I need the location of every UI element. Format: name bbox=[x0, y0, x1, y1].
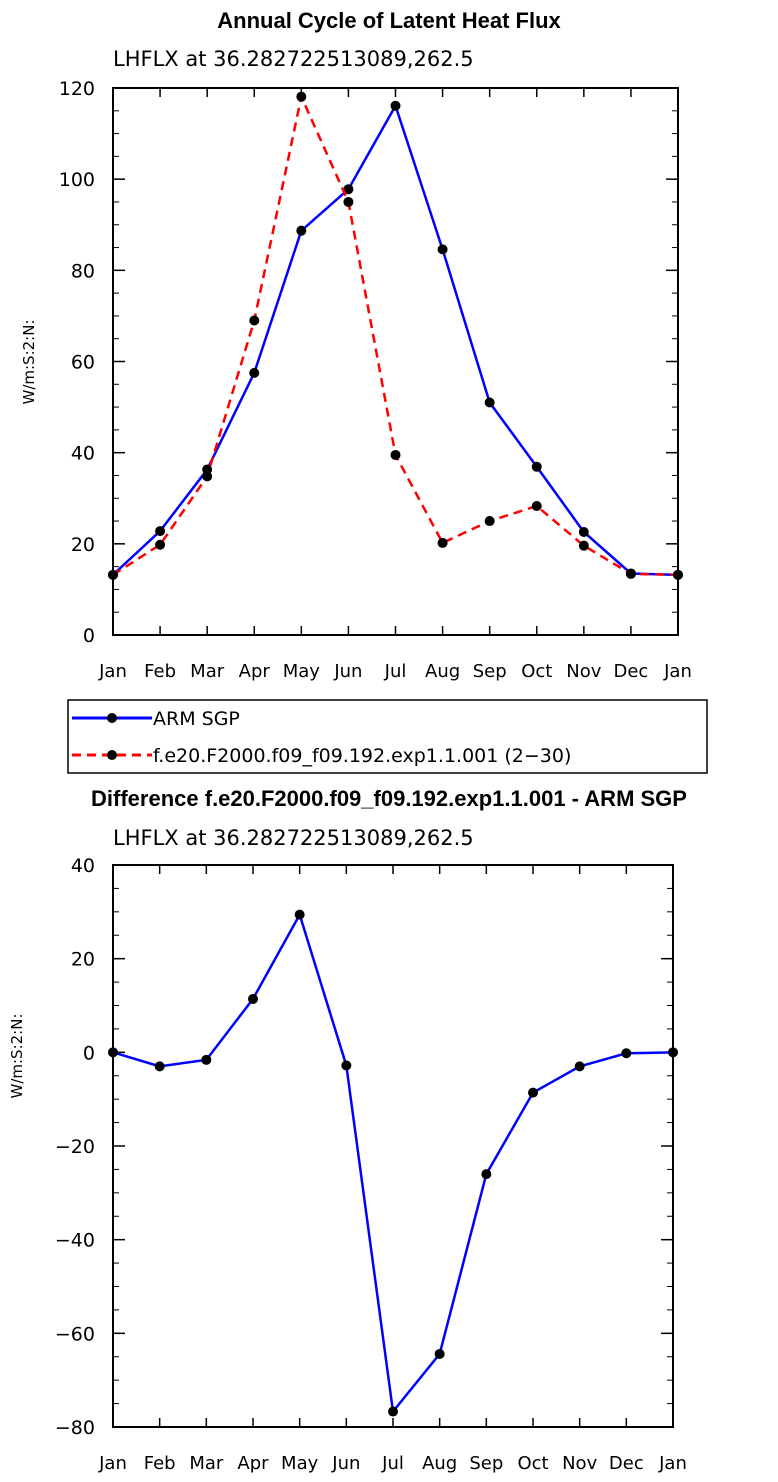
data-point bbox=[668, 1047, 678, 1058]
data-point bbox=[296, 225, 307, 236]
x-tick-label: Oct bbox=[521, 661, 552, 682]
data-point bbox=[249, 367, 260, 378]
y-tick-label: 20 bbox=[71, 949, 95, 971]
data-point bbox=[202, 471, 213, 482]
data-point bbox=[578, 526, 589, 537]
data-point bbox=[343, 184, 354, 195]
data-point bbox=[155, 539, 166, 550]
chart1-series bbox=[108, 91, 683, 580]
legend-label-arm: ARM SGP bbox=[153, 708, 240, 730]
y-tick-label: 40 bbox=[71, 855, 95, 877]
y-tick-label: 100 bbox=[59, 169, 95, 191]
x-tick-label: Feb bbox=[144, 1453, 176, 1474]
data-point bbox=[108, 1047, 118, 1058]
x-tick-label: Sep bbox=[469, 1453, 503, 1474]
data-point bbox=[434, 1348, 445, 1359]
series-line-0-0 bbox=[112, 102, 679, 577]
x-tick-label: Feb bbox=[144, 661, 176, 682]
chart1-ylabel: W/m:S:2:N: bbox=[20, 320, 38, 405]
x-tick-label: Aug bbox=[422, 1453, 457, 1474]
x-tick-label: May bbox=[283, 661, 321, 682]
data-point bbox=[294, 909, 305, 920]
y-tick-label: 40 bbox=[71, 443, 95, 465]
data-point bbox=[201, 1054, 212, 1065]
chart2-series bbox=[108, 909, 678, 1417]
x-tick-label: Jun bbox=[333, 661, 362, 682]
chart2-ylabel: W/m:S:2:N: bbox=[8, 1014, 26, 1099]
x-tick-label: Mar bbox=[190, 661, 225, 682]
chart2-subtitle: LHFLX at 36.282722513089,262.5 bbox=[113, 826, 474, 850]
data-point bbox=[437, 537, 448, 548]
legend-marker-arm bbox=[107, 713, 117, 723]
data-point bbox=[390, 449, 401, 460]
chart1-title: Annual Cycle of Latent Heat Flux bbox=[217, 8, 561, 33]
legend-label-model: f.e20.F2000.f09_f09.192.exp1.1.001 (2−30… bbox=[153, 745, 571, 767]
x-tick-label: Apr bbox=[237, 1453, 269, 1474]
y-tick-label: 60 bbox=[71, 352, 95, 374]
x-tick-label: Jul bbox=[381, 1453, 404, 1474]
data-point bbox=[484, 397, 495, 408]
x-tick-label: Sep bbox=[473, 661, 507, 682]
y-tick-label: 120 bbox=[59, 78, 95, 100]
legend-box bbox=[67, 699, 708, 774]
data-point bbox=[673, 569, 683, 580]
chart1-plot-frame bbox=[112, 87, 679, 636]
chart2-plot-frame bbox=[112, 864, 674, 1428]
x-tick-label: Apr bbox=[239, 661, 271, 682]
data-point bbox=[341, 1060, 352, 1071]
data-point bbox=[249, 315, 260, 326]
data-point bbox=[437, 244, 448, 255]
data-point bbox=[484, 516, 495, 527]
legend-marker-model bbox=[107, 750, 117, 760]
y-tick-label: −20 bbox=[55, 1136, 95, 1158]
data-point bbox=[531, 461, 542, 472]
data-point bbox=[248, 993, 258, 1004]
data-point bbox=[625, 568, 636, 579]
x-tick-label: Aug bbox=[425, 661, 460, 682]
y-tick-label: 80 bbox=[71, 260, 95, 282]
x-tick-label: Dec bbox=[613, 661, 648, 682]
data-point bbox=[296, 91, 307, 102]
y-tick-label: −80 bbox=[55, 1417, 95, 1439]
data-point bbox=[155, 526, 166, 537]
x-tick-label: Nov bbox=[566, 661, 601, 682]
x-tick-label: Jun bbox=[331, 1453, 360, 1474]
y-tick-label: 0 bbox=[83, 1042, 95, 1064]
x-tick-label: Oct bbox=[517, 1453, 548, 1474]
x-tick-label: Jan bbox=[98, 1453, 127, 1474]
chart1-ticks: Jan Feb Mar Apr May Jun Jul Aug Sep Oct Nov Dec Jan0… bbox=[59, 78, 692, 682]
chart1-subtitle: LHFLX at 36.282722513089,262.5 bbox=[113, 47, 474, 71]
data-point bbox=[343, 196, 354, 207]
data-point bbox=[574, 1061, 585, 1072]
data-point bbox=[154, 1061, 165, 1072]
y-tick-label: 0 bbox=[83, 625, 95, 647]
x-tick-label: Jan bbox=[658, 1453, 687, 1474]
data-point bbox=[531, 500, 542, 511]
y-tick-label: −60 bbox=[55, 1323, 95, 1345]
data-point bbox=[481, 1169, 492, 1180]
x-tick-label: Jul bbox=[384, 661, 407, 682]
chart2-title: Difference f.e20.F2000.f09_f09.192.exp1.… bbox=[91, 786, 687, 811]
y-tick-label: −40 bbox=[55, 1230, 95, 1252]
x-tick-label: Mar bbox=[189, 1453, 224, 1474]
x-tick-label: Jan bbox=[663, 661, 692, 682]
data-point bbox=[578, 540, 589, 551]
data-point bbox=[528, 1087, 538, 1098]
data-point bbox=[108, 569, 118, 580]
x-tick-label: Nov bbox=[562, 1453, 597, 1474]
x-tick-label: Jan bbox=[98, 661, 127, 682]
data-point bbox=[388, 1406, 398, 1417]
x-tick-label: Dec bbox=[609, 1453, 644, 1474]
chart2-ticks: Jan Feb Mar Apr May Jun Jul Aug Sep Oct Nov Dec Jan−… bbox=[55, 855, 687, 1474]
series-line-1-0 bbox=[112, 911, 674, 1415]
data-point bbox=[621, 1048, 632, 1059]
y-tick-label: 20 bbox=[71, 534, 95, 556]
data-point bbox=[390, 100, 401, 111]
x-tick-label: May bbox=[281, 1453, 319, 1474]
series-line-0-1 bbox=[112, 92, 679, 577]
